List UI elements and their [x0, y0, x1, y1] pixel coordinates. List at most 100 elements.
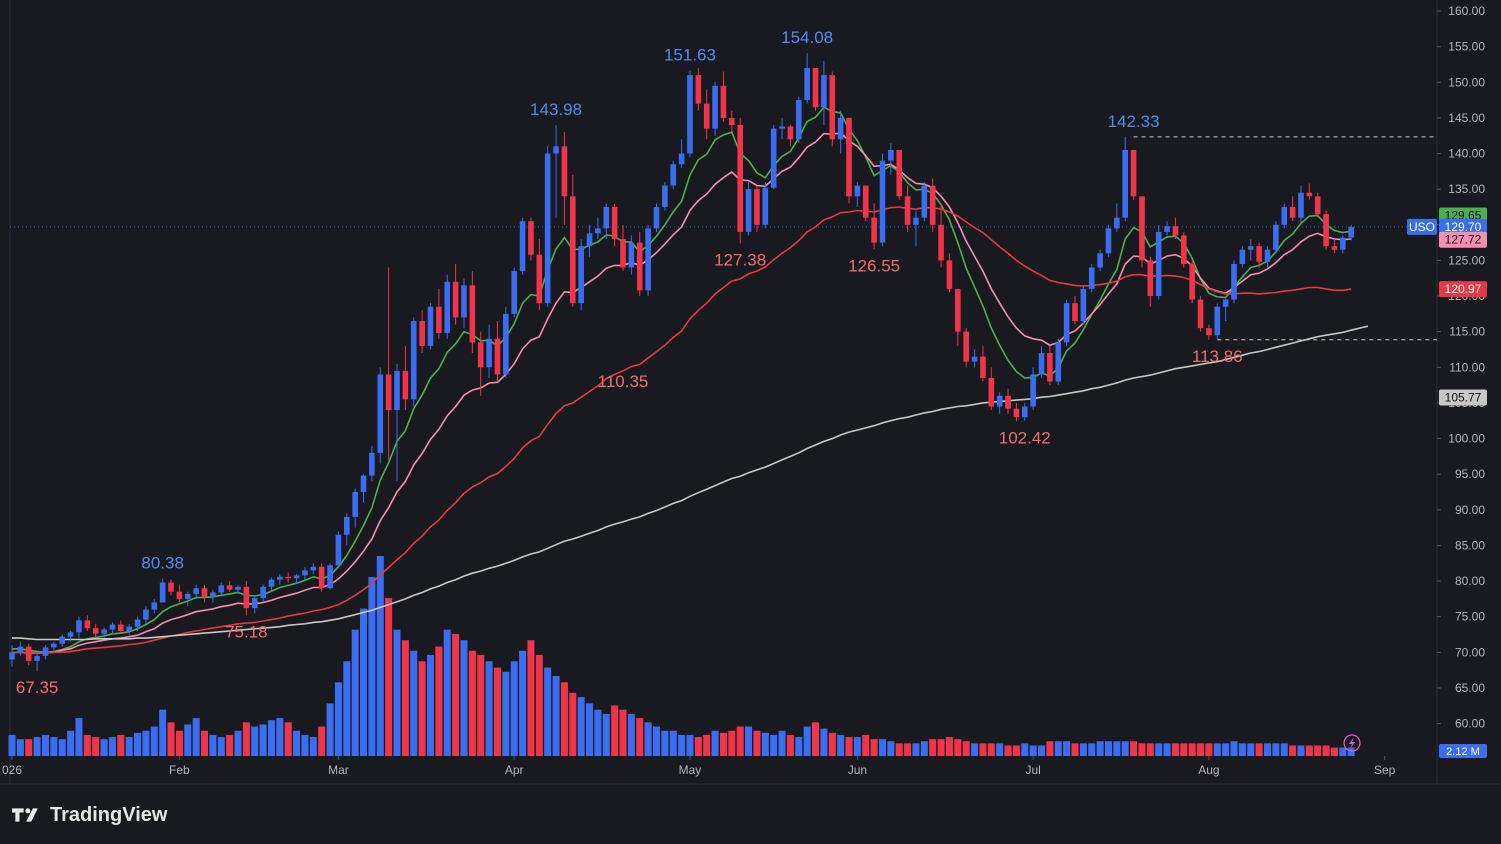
candle-body	[1197, 299, 1204, 329]
candle	[151, 598, 158, 614]
volume-bar	[1146, 743, 1154, 756]
candle-body	[695, 75, 702, 104]
volume-bar	[1213, 743, 1221, 756]
candle	[712, 82, 718, 136]
volume-bar	[996, 743, 1004, 756]
candle	[837, 110, 844, 154]
candle-body	[469, 285, 476, 343]
candle-body	[310, 566, 317, 571]
candle-body	[1139, 196, 1145, 261]
candle-body	[25, 646, 32, 661]
volume-bar	[159, 709, 167, 756]
candle	[854, 182, 861, 207]
candle-body	[904, 196, 911, 225]
candle	[1231, 260, 1237, 304]
candle-body	[754, 189, 760, 225]
volume-bar	[1314, 745, 1322, 756]
volume-bar	[1222, 743, 1230, 756]
volume-bar	[1197, 743, 1205, 756]
candle-body	[578, 246, 584, 304]
volume-bar	[117, 734, 125, 756]
candle	[871, 203, 877, 250]
time-tick-label: Apr	[505, 763, 524, 777]
candle-body	[318, 566, 325, 589]
candle	[1080, 285, 1087, 325]
time-axis[interactable]: 026 Feb Mar Apr May Jun Jul Aug Sep	[2, 756, 1396, 777]
candle	[795, 96, 802, 143]
volume-bar	[209, 734, 217, 756]
candle-body	[586, 233, 593, 247]
volume-bar	[326, 703, 334, 756]
volume-bar	[251, 726, 259, 756]
price-tick-label: 85.00	[1455, 538, 1485, 552]
candle	[1197, 296, 1204, 332]
volume-bar	[142, 730, 150, 756]
candle	[569, 174, 576, 307]
candle-body	[519, 221, 526, 272]
candle	[921, 182, 928, 222]
candle	[51, 641, 57, 653]
candle	[611, 203, 618, 247]
candle-body	[360, 475, 367, 493]
volume-bar	[259, 724, 267, 756]
high-label: 80.38	[141, 553, 184, 572]
volume-bar	[945, 737, 953, 756]
candle-body	[151, 602, 158, 610]
volume-bar	[795, 737, 803, 756]
tradingview-footer[interactable]: TradingView	[12, 800, 167, 830]
candle-body	[176, 591, 183, 599]
candle-body	[377, 374, 384, 453]
candle-body	[1055, 342, 1062, 382]
candle-body	[837, 117, 844, 140]
volume-bar	[1012, 745, 1020, 756]
candle	[218, 582, 225, 596]
candle	[662, 182, 668, 211]
candle	[511, 267, 517, 318]
candle-body	[888, 149, 894, 161]
price-tick-label: 140.00	[1448, 147, 1485, 161]
candle-body	[946, 260, 953, 289]
candle	[561, 132, 568, 225]
candle-body	[92, 628, 99, 634]
candle-body	[921, 185, 928, 218]
candle-body	[1147, 260, 1154, 297]
candle	[1273, 221, 1279, 254]
volume-bar	[385, 598, 393, 756]
candle-body	[645, 228, 651, 291]
volume-bar	[92, 737, 100, 756]
high-label: 154.08	[781, 28, 833, 47]
candle	[1013, 402, 1020, 422]
candle	[251, 595, 258, 614]
candle-body	[235, 586, 241, 590]
candle	[846, 117, 852, 204]
candle-body	[369, 452, 375, 476]
candle-body	[109, 624, 116, 630]
price-tick-label: 90.00	[1455, 503, 1485, 517]
candle-body	[745, 189, 752, 232]
price-tick-label: 80.00	[1455, 574, 1485, 588]
ema-mid-badge-bg	[1439, 231, 1487, 248]
volume-bar	[201, 730, 209, 756]
candlestick-chart[interactable]: 67.35 80.38 75.18 143.98 110.35 151.63 127.38 1…	[0, 0, 1501, 790]
volume-bar	[820, 728, 828, 756]
price-tick-label: 75.00	[1455, 610, 1485, 624]
candle-body	[770, 128, 777, 188]
volume-bar	[1339, 747, 1347, 756]
volume-bar	[971, 743, 979, 756]
candle	[1206, 324, 1212, 340]
volume-bar	[644, 722, 652, 756]
volume-bar	[987, 743, 995, 756]
price-tick-label: 150.00	[1448, 75, 1485, 89]
volume-bar	[226, 734, 234, 756]
candle-body	[444, 281, 451, 334]
candle	[59, 634, 66, 647]
volume-bar	[1305, 745, 1313, 756]
candle-body	[1181, 235, 1187, 264]
candle	[1130, 149, 1137, 200]
candle	[1088, 263, 1095, 293]
volume-bar	[468, 650, 476, 756]
high-label: 143.98	[530, 100, 582, 119]
tradingview-logo-icon	[12, 808, 38, 822]
candle-body	[703, 103, 710, 129]
